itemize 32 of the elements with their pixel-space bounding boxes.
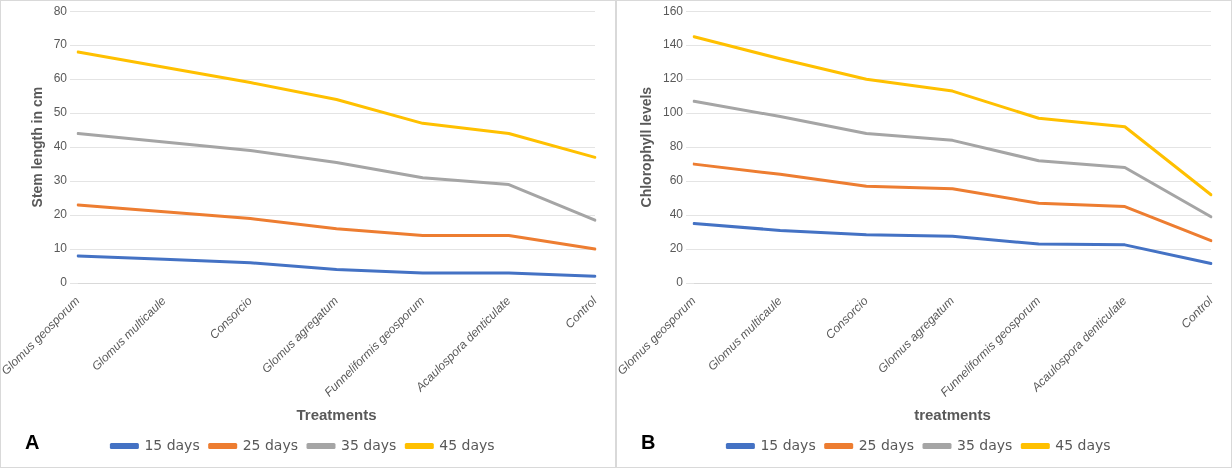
legend-label: 35 days [341,436,397,453]
legend-label: 15 days [760,436,816,453]
y-tick-label: 0 [60,275,68,290]
y-axis-title: Stem length in cm [29,86,46,208]
text: B [641,431,656,453]
y-tick-label: 100 [663,105,684,120]
y-tick-label: 20 [53,207,68,222]
y-tick-label: 60 [669,173,684,188]
legend-label: 25 days [858,436,914,453]
legend-label: 35 days [957,436,1013,453]
y-tick-label: 0 [676,275,684,290]
text: A [25,431,40,453]
y-tick-label: 60 [53,71,68,86]
y-tick-label: 140 [663,37,684,52]
legend-label: 25 days [242,436,298,453]
legend-label: 45 days [439,436,495,453]
y-tick-label: 50 [53,105,68,120]
y-axis-title: Chlorophyll levels [638,86,655,208]
y-tick-label: 80 [669,139,684,154]
y-tick-label: 10 [53,241,68,256]
y-tick-label: 30 [53,173,68,188]
x-axis-title: treatments [914,406,991,424]
y-tick-label: 20 [669,241,684,256]
y-tick-label: 70 [53,37,68,52]
y-tick-label: 160 [663,3,684,18]
y-tick-label: 120 [663,71,684,86]
y-tick-label: 40 [53,139,68,154]
legend-label: 15 days [144,436,200,453]
legend-label: 45 days [1055,436,1111,453]
y-tick-label: 40 [669,207,684,222]
x-axis-title: Treatments [296,406,377,424]
y-tick-label: 80 [53,3,68,18]
